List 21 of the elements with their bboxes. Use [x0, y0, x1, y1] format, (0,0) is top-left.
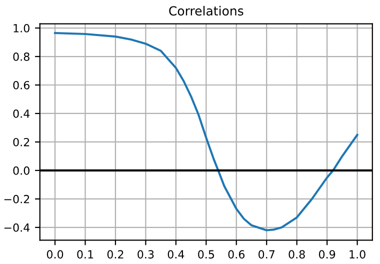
x-tick-label: 0.3: [138, 250, 154, 259]
x-tick-label: 0.9: [318, 250, 336, 259]
y-tick-label: 0.4: [13, 109, 30, 118]
y-tick-label: 1.0: [14, 24, 30, 32]
x-tick-label: 0.0: [46, 250, 64, 259]
y-tick-label: 0.6: [13, 80, 30, 90]
x-tick-label: 0.1: [77, 250, 94, 259]
chart-title: Correlations: [169, 6, 244, 16]
x-tick-label: 0.8: [288, 250, 305, 259]
y-tick-label: 0.0: [13, 166, 30, 175]
x-tick-label: 0.6: [228, 250, 245, 259]
x-tick-label: 0.5: [198, 250, 214, 259]
x-tick-label: 1.0: [350, 250, 366, 259]
y-tick-label: 0.8: [13, 52, 30, 61]
y-tick-label: −0.2: [4, 194, 30, 204]
y-tick-label: −0.4: [4, 223, 30, 232]
x-tick-label: 0.2: [107, 250, 124, 259]
x-tick-label: 0.7: [258, 250, 274, 259]
x-tick-label: 0.4: [168, 250, 184, 259]
line-series: [54, 32, 358, 232]
y-tick-label: 0.2: [13, 138, 30, 146]
